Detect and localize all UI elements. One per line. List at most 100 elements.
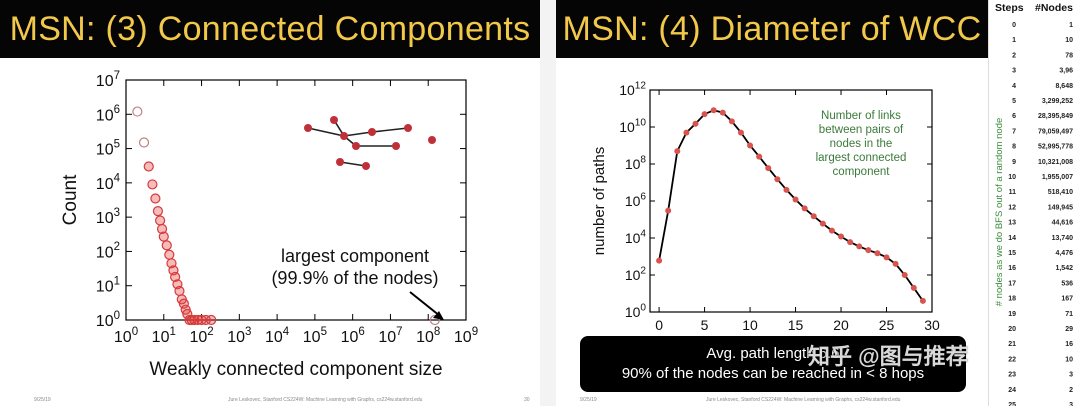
data-point: [132, 106, 143, 117]
table-cell-step: 7: [1012, 128, 1016, 135]
table-rotated-label: # nodes as we do BFS out of a random nod…: [994, 118, 1005, 307]
graph-node: [428, 136, 436, 144]
annotation-text: Number of links between pairs of nodes in …: [816, 110, 907, 178]
path-length-chart: 05101520253010010210410610810101012dista…: [591, 81, 940, 358]
y-tick-label: 107: [96, 70, 120, 90]
data-point: [756, 153, 763, 160]
y-tick-label: 100: [96, 310, 120, 330]
table-cell-step: 6: [1012, 113, 1016, 120]
x-tick-label: 5: [701, 317, 709, 333]
y-tick-label: 106: [625, 192, 647, 209]
table-cell-step: 23: [1008, 372, 1016, 379]
table-cell-nodes: 1,955,007: [1042, 174, 1073, 181]
graph-node: [336, 158, 344, 166]
table-header-nodes: #Nodes: [1035, 2, 1073, 14]
data-point: [810, 213, 817, 220]
data-point: [178, 298, 189, 309]
y-tick-label: 105: [96, 138, 120, 158]
graph-edge: [371, 127, 409, 133]
data-point: [856, 243, 863, 250]
graph-edge: [307, 127, 345, 137]
table-cell-step: 10: [1008, 174, 1016, 181]
table-cell-step: 13: [1008, 220, 1016, 227]
slide-title: MSN: (4) Diameter of WCC: [562, 9, 982, 48]
graph-node: [368, 128, 376, 136]
table-cell-step: 0: [1012, 22, 1016, 29]
data-point: [143, 161, 154, 172]
x-tick-label: 25: [879, 317, 895, 333]
table-cell-step: 19: [1008, 311, 1016, 318]
data-point: [847, 239, 854, 246]
y-axis-label: Count: [60, 174, 81, 225]
data-point: [156, 223, 168, 235]
watermark-text: 知乎 @图与推荐: [808, 344, 968, 369]
table-cell-nodes: 16: [1065, 341, 1073, 348]
x-tick-label: 102: [189, 326, 213, 346]
data-point: [737, 129, 744, 136]
y-tick-label: 103: [96, 207, 120, 227]
table-cell-nodes: 79,059,497: [1038, 128, 1073, 135]
wcc-size-chart: 100 101 102 103 104 105 106 107 108 109 100 101 102 1…: [60, 70, 478, 380]
table-cell-step: 15: [1008, 250, 1016, 257]
annotation-text: (99.9% of the nodes): [271, 268, 438, 288]
y-tick-label: 102: [96, 241, 120, 261]
table-cell-nodes: 10: [1065, 356, 1073, 363]
annotation-arrow: [409, 291, 441, 317]
table-cell-nodes: 71: [1065, 311, 1073, 318]
data-point: [161, 240, 172, 251]
table-cell-step: 22: [1008, 356, 1016, 363]
data-point: [910, 284, 917, 291]
x-tick-label: 30: [924, 317, 940, 333]
data-point: [701, 111, 708, 118]
data-point: [665, 207, 672, 214]
plot-frame: [125, 79, 467, 321]
graph-node: [304, 124, 312, 132]
x-tick-label: 109: [454, 326, 478, 346]
footer-credit: Jure Leskovec, Stanford CS224W: Machine …: [706, 397, 901, 403]
slide-title: MSN: (3) Connected Components: [9, 9, 531, 48]
table-cell-step: 3: [1012, 68, 1016, 75]
table-header-steps: Steps: [995, 2, 1024, 14]
x-tick-label: 108: [416, 326, 440, 346]
table-cell-nodes: 52,995,778: [1038, 144, 1073, 151]
x-tick-label: 20: [833, 317, 849, 333]
x-tick-label: 107: [378, 326, 402, 346]
table-cell-nodes: 44,616: [1052, 220, 1074, 227]
data-point: [150, 193, 161, 204]
data-point: [747, 142, 754, 149]
data-point: [155, 215, 166, 226]
table-cell-nodes: 29: [1065, 326, 1073, 333]
bfs-steps-table: Steps #Nodes 0 1 1 10 2 78 3 3,96 4 8,648 5 3,299,252…: [988, 0, 1080, 406]
table-cell-nodes: 149,945: [1048, 204, 1073, 211]
graph-edge: [343, 131, 373, 137]
table-cell-step: 17: [1008, 280, 1016, 287]
y-tick-label: 106: [96, 104, 120, 124]
data-point: [189, 314, 200, 326]
graph-node: [340, 132, 348, 140]
table-cell-step: 2: [1012, 52, 1016, 59]
table-cell-nodes: 167: [1061, 296, 1073, 303]
data-point: [656, 257, 663, 264]
x-tick-label: 103: [227, 326, 251, 346]
graph-edge: [339, 161, 367, 167]
y-tick-label: 101: [96, 276, 120, 296]
data-point: [164, 249, 175, 260]
table-cell-step: 18: [1008, 296, 1016, 303]
data-point: [792, 196, 799, 203]
y-tick-label: 102: [625, 266, 647, 283]
x-axis-label: Weakly connected component size: [149, 359, 442, 380]
data-point: [138, 137, 150, 148]
table-cell-step: 1: [1012, 37, 1016, 44]
y-tick-label: 1012: [619, 81, 646, 98]
slide-gap: [540, 0, 556, 406]
data-point: [429, 314, 440, 326]
table-cell-step: 8: [1012, 144, 1016, 151]
graph-node: [404, 124, 412, 132]
table-cell-nodes: 1,542: [1055, 265, 1073, 272]
graph-node: [362, 162, 370, 170]
data-point: [674, 148, 681, 155]
table-cell-step: 16: [1008, 265, 1016, 272]
data-point: [147, 179, 158, 190]
table-cell-nodes: 4,476: [1055, 250, 1073, 257]
